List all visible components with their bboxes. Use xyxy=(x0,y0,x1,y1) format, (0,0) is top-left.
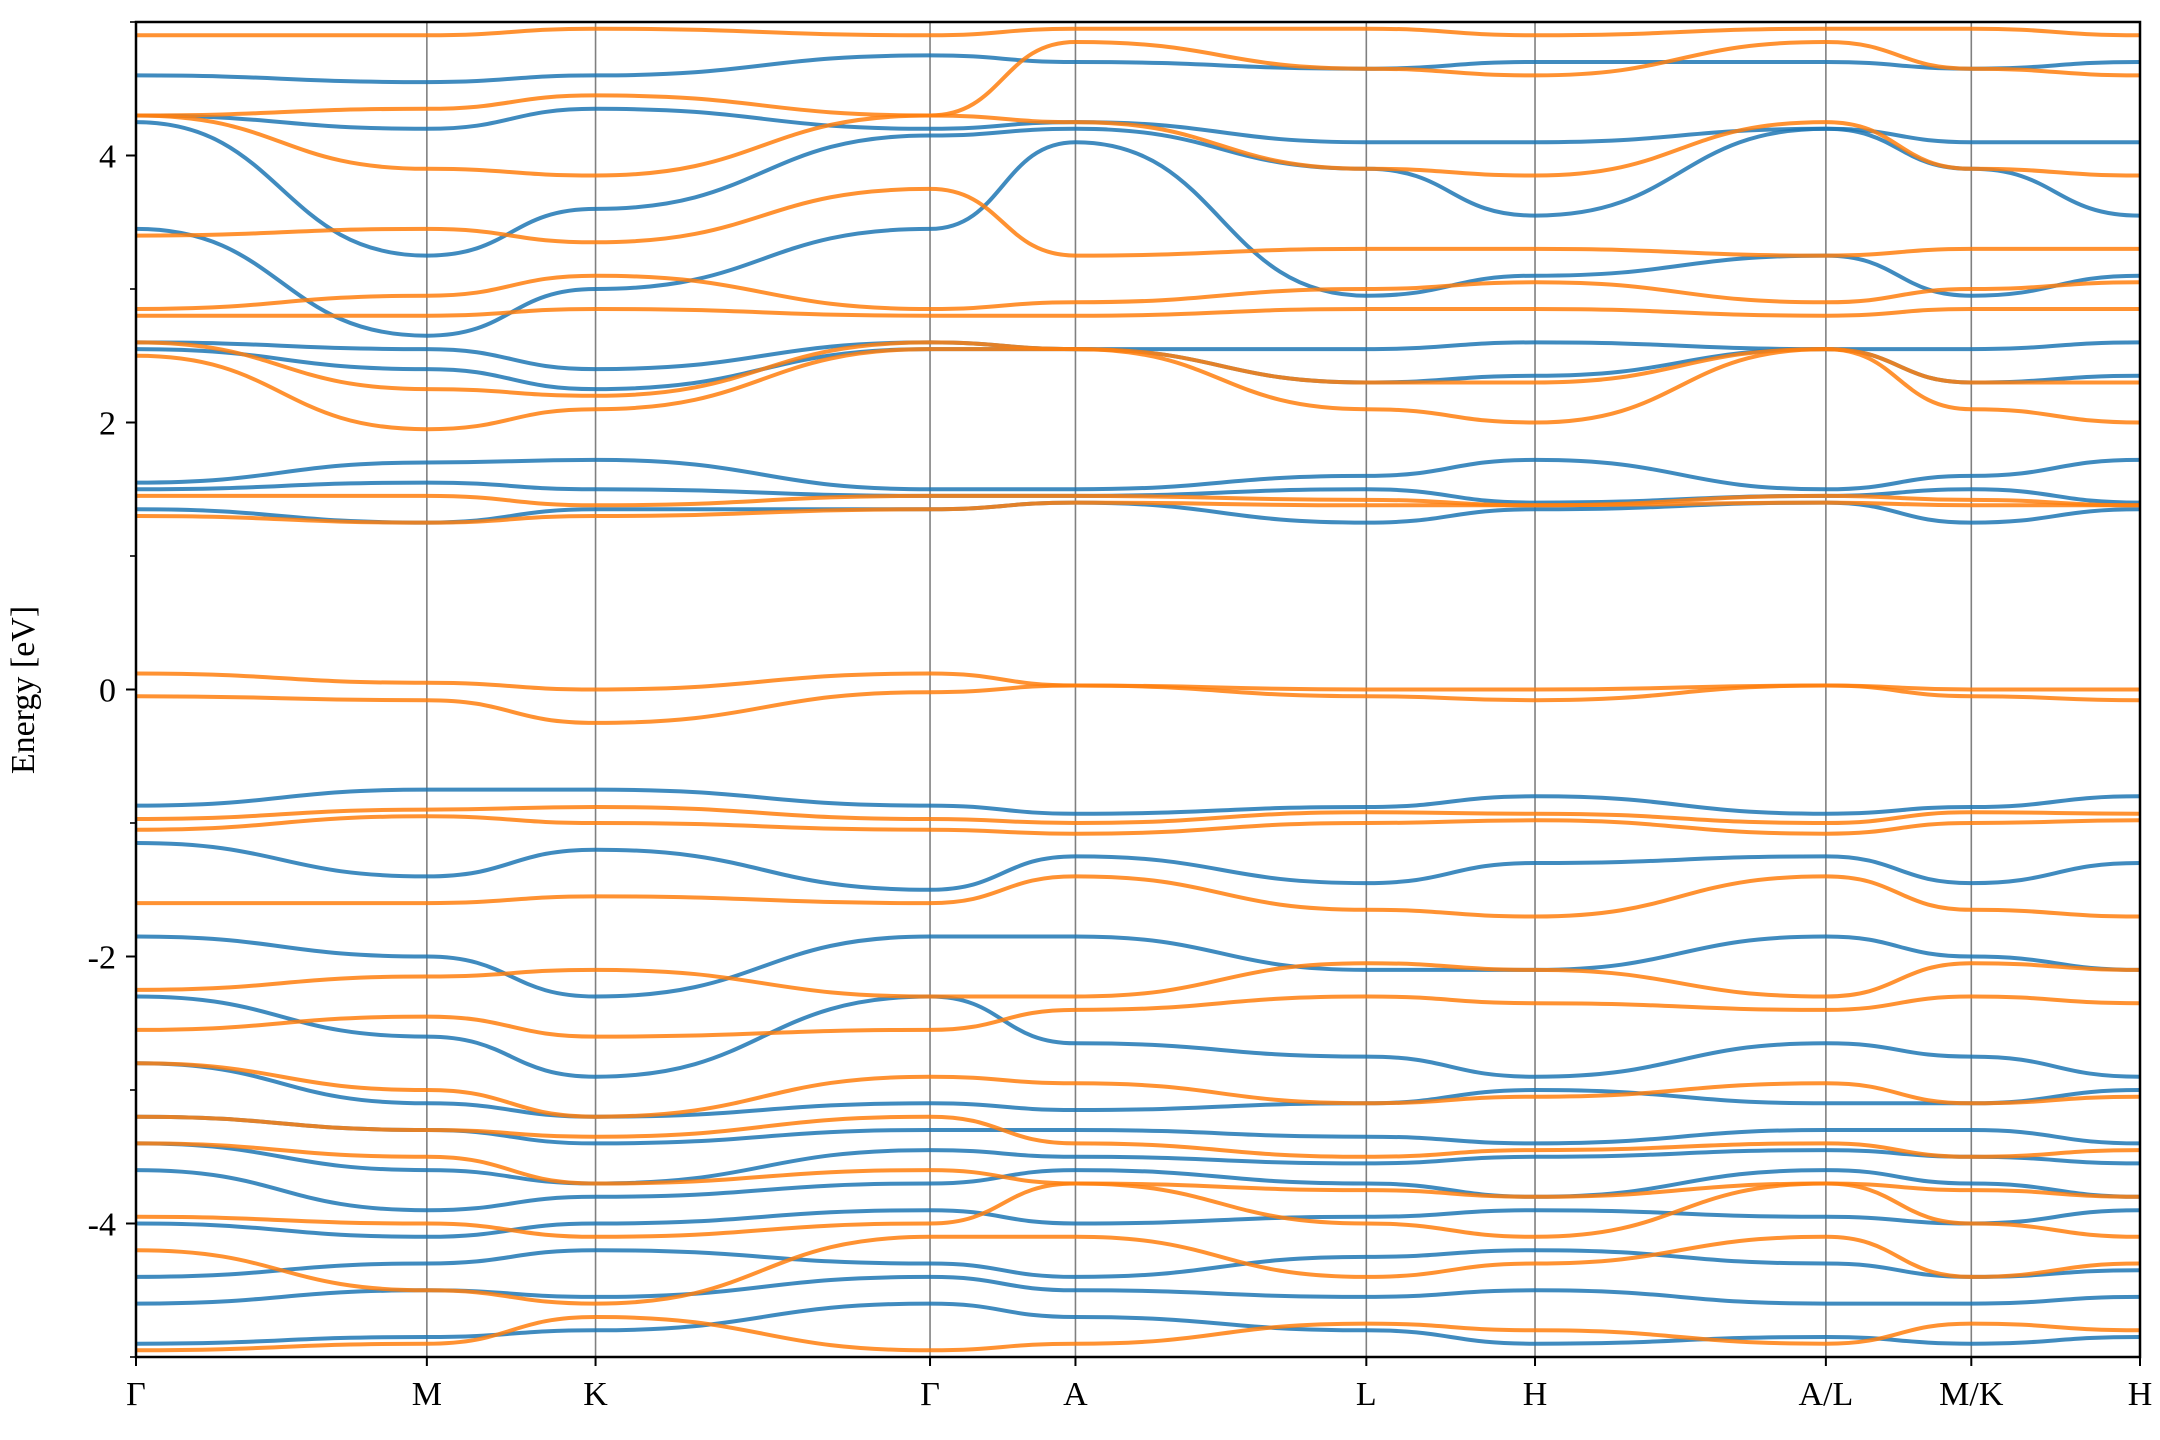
band-line-orange xyxy=(136,340,2140,398)
x-tick-label: Γ xyxy=(920,1376,940,1413)
band-line-blue xyxy=(136,120,2140,258)
y-tick-label: -2 xyxy=(88,940,116,977)
band-line-blue xyxy=(136,1114,2140,1146)
band-line-blue xyxy=(136,934,2140,999)
x-tick-label: A/L xyxy=(1798,1376,1853,1413)
band-line-blue xyxy=(136,1301,2140,1346)
band-line-orange xyxy=(136,40,2140,118)
band-line-blue xyxy=(136,106,2140,145)
y-tick-label: -4 xyxy=(88,1207,116,1244)
band-line-blue xyxy=(136,787,2140,816)
x-tick-label: H xyxy=(2128,1376,2153,1413)
band-line-orange xyxy=(136,814,2140,836)
band-line-orange xyxy=(136,1114,2140,1159)
band-line-orange xyxy=(136,1141,2140,1199)
x-axis: Γ M K Γ A L H A/L M/K H xyxy=(126,1357,2152,1413)
band-line-orange xyxy=(136,994,2140,1039)
band-line-blue xyxy=(136,1208,2140,1239)
band-line-orange xyxy=(136,874,2140,919)
band-line-orange xyxy=(136,273,2140,311)
band-line-orange xyxy=(136,683,2140,725)
band-line-blue xyxy=(136,1168,2140,1213)
band-line-orange xyxy=(136,113,2140,178)
band-line-orange xyxy=(136,1234,2140,1306)
band-line-orange xyxy=(136,306,2140,318)
band-line-orange xyxy=(136,1181,2140,1239)
band-line-orange xyxy=(136,671,2140,692)
y-tick-label: 4 xyxy=(99,139,116,176)
band-line-orange xyxy=(136,1315,2140,1353)
band-line-orange xyxy=(136,186,2140,258)
band-line-orange xyxy=(136,347,2140,432)
x-tick-label: K xyxy=(583,1376,608,1413)
band-line-blue xyxy=(136,53,2140,85)
band-line-blue xyxy=(136,480,2140,505)
band-line-blue xyxy=(136,994,2140,1079)
band-line-blue xyxy=(136,500,2140,525)
band-line-blue xyxy=(136,1141,2140,1186)
band-lines xyxy=(136,26,2140,1353)
band-line-blue xyxy=(136,1248,2140,1279)
band-line-blue xyxy=(136,1061,2140,1119)
band-line-blue xyxy=(136,457,2140,492)
band-line-orange xyxy=(136,961,2140,999)
x-tick-label: M xyxy=(412,1376,442,1413)
band-line-orange xyxy=(136,493,2140,508)
y-tick-label: 0 xyxy=(99,673,116,710)
y-axis-title: Energy [eV] xyxy=(5,606,42,774)
y-axis: -4 -2 0 2 4 xyxy=(88,21,136,1358)
x-tick-label: Γ xyxy=(126,1376,146,1413)
band-line-orange xyxy=(136,26,2140,38)
band-line-blue xyxy=(136,841,2140,892)
band-line-orange xyxy=(136,500,2140,525)
band-line-blue xyxy=(136,1274,2140,1306)
band-line-orange xyxy=(136,1061,2140,1119)
x-tick-label: H xyxy=(1523,1376,1548,1413)
x-tick-label: A xyxy=(1063,1376,1088,1413)
x-tick-label: L xyxy=(1356,1376,1377,1413)
y-tick-label: 2 xyxy=(99,406,116,443)
band-line-blue xyxy=(136,340,2140,372)
x-tick-label: M/K xyxy=(1939,1376,2004,1413)
band-line-blue xyxy=(136,140,2140,338)
band-line-orange xyxy=(136,805,2140,825)
